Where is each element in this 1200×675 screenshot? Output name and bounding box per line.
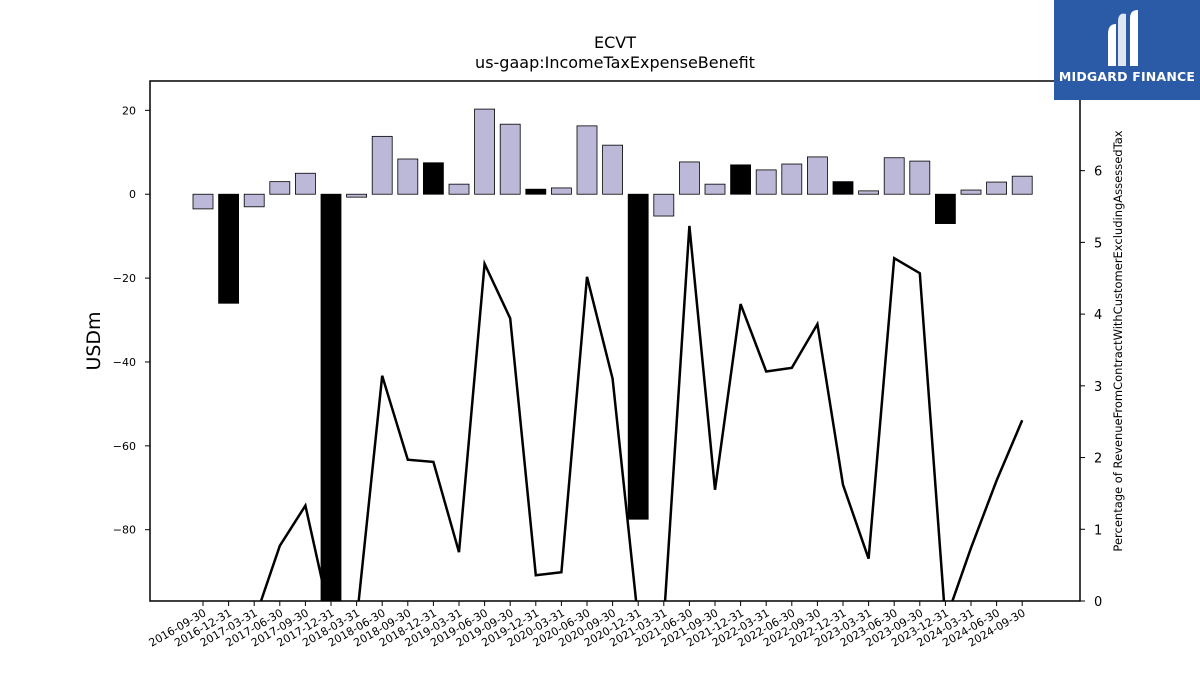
bar bbox=[960, 189, 982, 195]
y-axis-label: USDm bbox=[83, 311, 105, 370]
y-tick-label: −40 bbox=[113, 356, 136, 369]
bar bbox=[807, 156, 828, 195]
bar bbox=[192, 193, 214, 210]
bar bbox=[551, 187, 572, 195]
bar bbox=[1011, 175, 1033, 195]
brand-logo: MIDGARD FINANCE bbox=[1054, 0, 1200, 100]
y-tick-label: −20 bbox=[113, 272, 136, 285]
brand-name: MIDGARD FINANCE bbox=[1058, 69, 1196, 84]
bar bbox=[576, 125, 598, 195]
bar bbox=[883, 157, 905, 195]
bar bbox=[525, 188, 547, 195]
y2-tick-label: 4 bbox=[1094, 308, 1102, 323]
y2-tick-label: 6 bbox=[1094, 165, 1102, 180]
chart-subtitle: us-gaap:IncomeTaxExpenseBenefit bbox=[475, 53, 755, 72]
line-layer bbox=[259, 225, 1024, 601]
plot-frame bbox=[149, 80, 1081, 602]
y2-tick-label: 5 bbox=[1094, 236, 1102, 251]
bar bbox=[422, 162, 444, 195]
bar bbox=[602, 144, 623, 195]
y-tick-label: 20 bbox=[122, 104, 136, 117]
y2-axis-label: Percentage of RevenueFromContractWithCus… bbox=[1111, 130, 1125, 551]
revenue-percentage-line bbox=[259, 225, 1024, 601]
bar bbox=[986, 181, 1007, 195]
bar bbox=[781, 163, 803, 195]
bar bbox=[499, 123, 521, 195]
bar bbox=[730, 164, 751, 195]
y-tick-label: −80 bbox=[113, 524, 136, 537]
chart-title: ECVT bbox=[594, 33, 636, 52]
bar bbox=[269, 181, 291, 195]
bar bbox=[832, 181, 854, 195]
bar bbox=[294, 172, 316, 195]
bar bbox=[320, 193, 342, 602]
bar bbox=[627, 193, 649, 520]
bar bbox=[858, 190, 879, 195]
bar bbox=[935, 193, 956, 224]
midgard-logo-icon bbox=[1108, 10, 1138, 66]
bar bbox=[755, 169, 777, 195]
y2-tick-label: 3 bbox=[1094, 380, 1102, 395]
bar bbox=[653, 193, 675, 217]
bars-layer bbox=[192, 108, 1033, 602]
y2-tick-label: 0 bbox=[1094, 595, 1102, 610]
bar bbox=[448, 183, 470, 195]
bar bbox=[346, 193, 368, 198]
bar bbox=[909, 160, 931, 195]
y-tick-label: −60 bbox=[113, 440, 136, 453]
bar bbox=[371, 135, 393, 195]
bar bbox=[679, 161, 700, 195]
y-tick-label: 0 bbox=[129, 188, 136, 201]
y2-tick-label: 2 bbox=[1094, 452, 1102, 467]
bar bbox=[397, 158, 419, 195]
bar bbox=[243, 193, 265, 208]
bar bbox=[218, 193, 240, 304]
y2-tick-label: 1 bbox=[1094, 523, 1102, 538]
bar bbox=[704, 183, 726, 195]
bar bbox=[474, 108, 496, 195]
